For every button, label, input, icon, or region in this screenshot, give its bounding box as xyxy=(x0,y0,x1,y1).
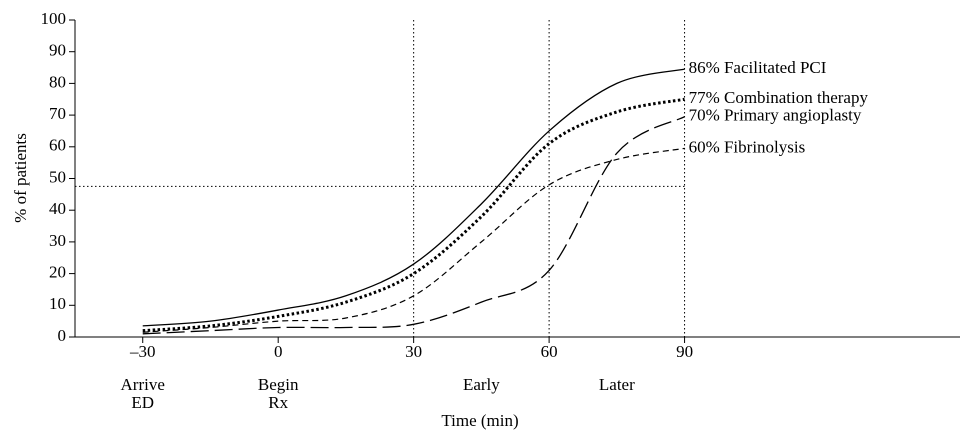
series-label: 86% Facilitated PCI xyxy=(689,58,827,77)
y-tick-label: 60 xyxy=(49,136,66,155)
y-tick-label: 90 xyxy=(49,41,66,60)
phase-label: Later xyxy=(599,375,635,394)
y-tick-label: 30 xyxy=(49,231,66,250)
x-tick-label: 30 xyxy=(405,342,422,361)
y-tick-label: 100 xyxy=(41,9,67,28)
phase-label: Arrive xyxy=(121,375,165,394)
phase-label: Early xyxy=(463,375,500,394)
x-tick-label: –30 xyxy=(129,342,156,361)
phase-label: ED xyxy=(131,393,154,412)
series-line xyxy=(142,147,685,333)
series-line xyxy=(142,97,685,333)
y-tick-label: 40 xyxy=(49,199,66,218)
x-axis-label: Time (min) xyxy=(441,411,518,430)
y-tick-label: 80 xyxy=(49,72,66,91)
series-line xyxy=(142,116,685,335)
y-axis-label: % of patients xyxy=(11,133,30,223)
y-tick-label: 10 xyxy=(49,294,66,313)
y-tick-label: 20 xyxy=(49,263,66,282)
x-tick-label: 0 xyxy=(274,342,283,361)
series-line xyxy=(142,68,685,327)
phase-label: Begin xyxy=(258,375,299,394)
series-label: 60% Fibrinolysis xyxy=(689,137,806,156)
series-label: 77% Combination therapy xyxy=(689,88,869,107)
x-tick-label: 90 xyxy=(676,342,693,361)
phase-label: Rx xyxy=(268,393,288,412)
x-tick-label: 60 xyxy=(541,342,558,361)
y-tick-label: 70 xyxy=(49,104,66,123)
y-tick-label: 0 xyxy=(58,326,67,345)
series-label: 70% Primary angioplasty xyxy=(689,106,862,125)
y-tick-label: 50 xyxy=(49,167,66,186)
